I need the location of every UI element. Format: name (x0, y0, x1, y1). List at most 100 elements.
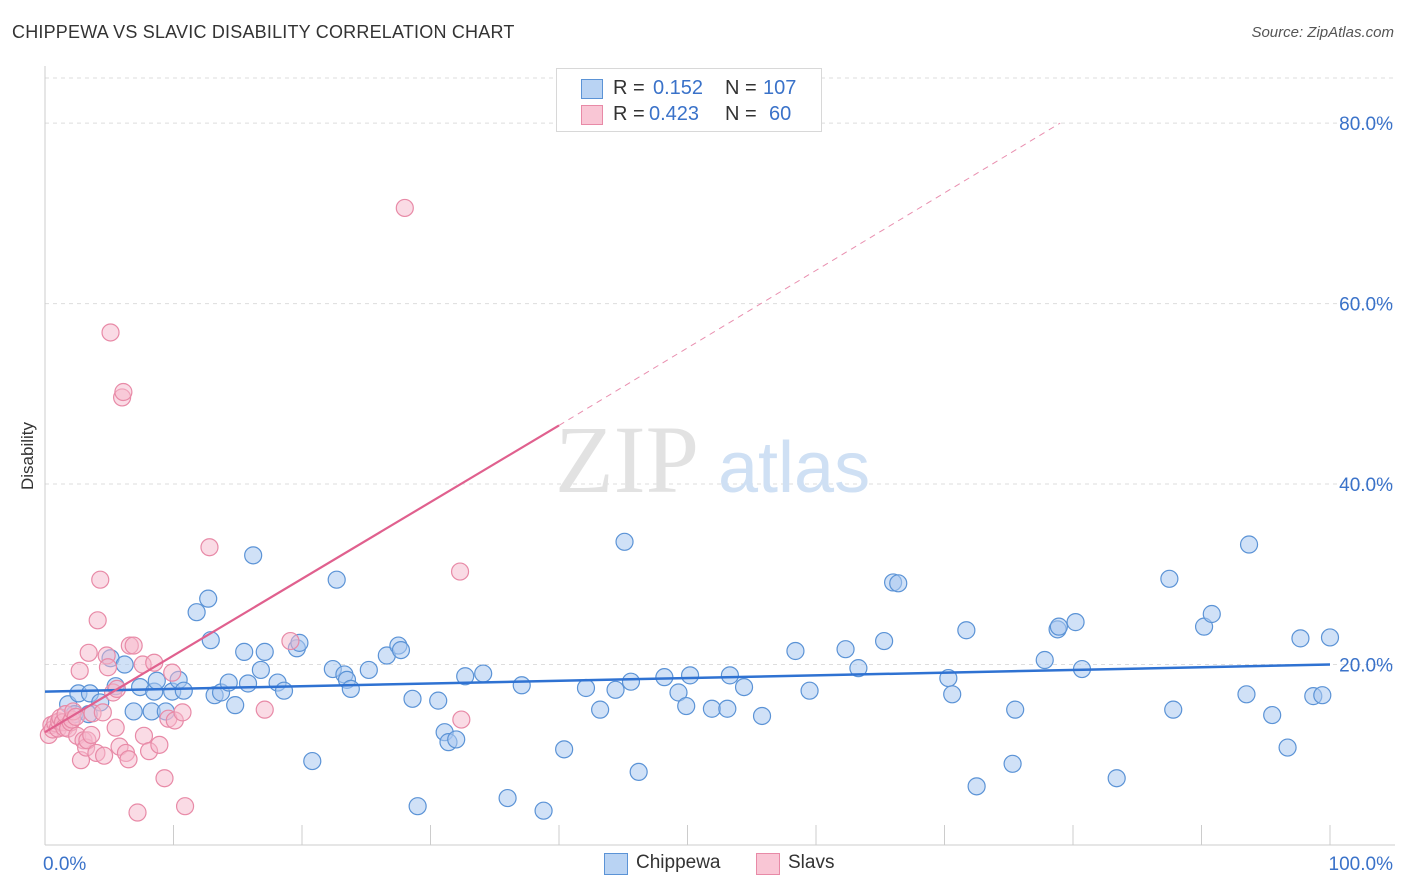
data-point-slavs (173, 703, 192, 722)
data-point-chippewa (226, 696, 245, 715)
legend-r-value: 0.152 (653, 77, 704, 99)
data-point-slavs (175, 797, 195, 816)
data-point-chippewa (734, 677, 754, 697)
data-point-chippewa (403, 689, 422, 708)
data-point-chippewa (238, 674, 258, 693)
data-point-chippewa (680, 666, 700, 685)
data-point-chippewa (967, 777, 986, 796)
data-point-slavs (255, 700, 274, 719)
series-slavs (39, 198, 471, 822)
y-axis-label: Disability (18, 421, 37, 490)
data-point-slavs (114, 382, 133, 402)
data-point-slavs (93, 703, 112, 722)
x-tick-label: 0.0% (43, 854, 86, 875)
data-point-chippewa (1006, 700, 1025, 719)
data-point-chippewa (359, 660, 378, 680)
trend-line-slavs (44, 424, 560, 734)
data-point-chippewa (1066, 613, 1085, 632)
data-point-chippewa (199, 589, 218, 608)
data-point-chippewa (1237, 685, 1256, 704)
bottom-legend-swatch-chippewa (604, 853, 628, 875)
data-point-chippewa (1003, 754, 1022, 773)
data-point-slavs (88, 611, 107, 630)
bottom-legend-swatch-slavs (756, 853, 780, 875)
data-point-chippewa (1239, 535, 1259, 554)
data-point-chippewa (255, 642, 274, 661)
data-point-chippewa (429, 691, 448, 710)
data-point-chippewa (669, 683, 688, 702)
data-point-chippewa (456, 667, 475, 686)
data-point-chippewa (1035, 650, 1054, 670)
bottom-legend-label-slavs: Slavs (788, 852, 835, 873)
data-point-slavs (452, 710, 471, 729)
grid-lines (45, 77, 1395, 666)
chart-title: CHIPPEWA VS SLAVIC DISABILITY CORRELATIO… (12, 22, 515, 42)
data-point-slavs (98, 658, 118, 677)
data-point-chippewa (677, 696, 696, 716)
data-point-slavs (70, 661, 89, 680)
data-point-slavs (150, 735, 169, 754)
y-tick-label: 60.0% (1339, 295, 1393, 316)
data-point-chippewa (187, 603, 206, 622)
legend-n-value: 60 (769, 103, 792, 125)
legend-n-label: N = (725, 77, 757, 99)
chart-source: Source: ZipAtlas.com (1251, 24, 1394, 41)
bottom-legend-label-chippewa: Chippewa (636, 852, 721, 873)
data-point-chippewa (327, 570, 346, 589)
y-tick-label: 80.0% (1339, 114, 1393, 135)
data-point-slavs (91, 570, 110, 589)
data-point-chippewa (1320, 628, 1340, 647)
data-point-chippewa (1164, 700, 1183, 719)
data-point-slavs (95, 746, 114, 765)
data-point-chippewa (391, 640, 411, 660)
data-point-slavs (395, 198, 414, 218)
data-point-chippewa (274, 681, 294, 700)
trend-lines (44, 122, 1331, 734)
legend-n-value: 107 (763, 77, 797, 99)
data-point-chippewa (1263, 705, 1282, 725)
data-point-chippewa (957, 621, 976, 640)
data-point-chippewa (1291, 629, 1310, 648)
data-point-chippewa (621, 672, 641, 691)
y-tick-label: 20.0% (1339, 656, 1393, 677)
data-point-slavs (200, 538, 219, 557)
legend-r-value: 0.423 (649, 103, 700, 125)
data-point-slavs (450, 562, 470, 581)
data-point-slavs (163, 663, 182, 682)
trend-line-chippewa (44, 663, 1331, 693)
watermark-atlas: atlas (718, 428, 870, 508)
tick-labels: 20.0% 40.0% 60.0% 80.0% 0.0% 100.0% (43, 114, 1393, 875)
data-point-chippewa (1107, 769, 1126, 788)
data-point-chippewa (943, 685, 962, 704)
axes (44, 66, 1395, 846)
data-point-slavs (281, 631, 300, 651)
data-point-chippewa (534, 801, 553, 820)
data-point-chippewa (341, 679, 360, 698)
x-tick-label: 100.0% (1329, 854, 1394, 875)
data-point-chippewa (124, 702, 143, 721)
data-point-chippewa (591, 700, 610, 719)
data-point-slavs (134, 726, 154, 745)
data-point-chippewa (615, 532, 634, 551)
y-tick-label: 40.0% (1339, 475, 1393, 496)
data-point-chippewa (1202, 604, 1221, 624)
data-point-chippewa (849, 659, 868, 678)
watermark-zip: ZIP (555, 406, 699, 513)
data-point-chippewa (147, 671, 166, 690)
data-point-chippewa (786, 641, 805, 661)
legend-box: R = 0.152 N = 107 R = 0.423 N = 60 (556, 68, 822, 132)
data-point-chippewa (889, 574, 908, 593)
data-point-chippewa (1278, 738, 1297, 757)
legend-r-label: R = (613, 77, 645, 99)
data-point-slavs (79, 643, 98, 662)
data-point-slavs (101, 323, 120, 342)
data-point-chippewa (836, 640, 855, 659)
series-chippewa (59, 532, 1340, 820)
legend-swatch-chippewa (581, 79, 603, 99)
watermark: ZIP atlas (555, 406, 870, 513)
data-point-chippewa (1313, 686, 1332, 705)
data-point-chippewa (702, 699, 722, 718)
data-point-chippewa (629, 762, 648, 782)
data-point-chippewa (251, 660, 270, 680)
